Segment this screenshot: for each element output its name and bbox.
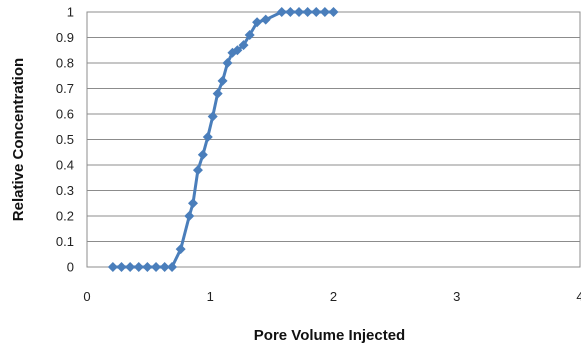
y-tick-label: 0.6 bbox=[56, 107, 74, 122]
data-point-marker bbox=[244, 29, 255, 40]
x-tick-label: 1 bbox=[207, 289, 214, 304]
y-axis-title: Relative Concentration bbox=[10, 58, 27, 221]
y-tick-label: 1 bbox=[67, 5, 74, 20]
y-tick-label: 0.9 bbox=[56, 30, 74, 45]
y-tick-label: 0 bbox=[67, 260, 74, 275]
data-point-marker bbox=[319, 7, 330, 17]
y-tick-label: 0.2 bbox=[56, 209, 74, 224]
data-point-marker bbox=[212, 88, 223, 99]
data-point-marker bbox=[302, 7, 313, 17]
data-point-marker bbox=[142, 262, 153, 272]
data-point-marker bbox=[197, 149, 208, 160]
data-point-marker bbox=[116, 262, 127, 272]
y-tick-label: 0.8 bbox=[56, 56, 74, 71]
y-tick-label: 0.1 bbox=[56, 234, 74, 249]
y-tick-label: 0.4 bbox=[56, 158, 74, 173]
data-point-marker bbox=[159, 262, 170, 272]
data-point-marker bbox=[276, 7, 287, 17]
data-point-marker bbox=[133, 262, 144, 272]
data-point-marker bbox=[217, 75, 228, 86]
y-tick-label: 0.3 bbox=[56, 183, 74, 198]
data-point-marker bbox=[184, 211, 195, 221]
data-point-marker bbox=[207, 111, 218, 122]
data-point-marker bbox=[311, 7, 322, 17]
series-group bbox=[107, 7, 339, 272]
data-point-marker bbox=[238, 40, 249, 51]
x-tick-label: 4 bbox=[576, 289, 581, 304]
x-axis-title: Pore Volume Injected bbox=[254, 327, 405, 344]
data-point-marker bbox=[187, 198, 198, 209]
data-point-marker bbox=[107, 262, 118, 272]
x-tick-label: 3 bbox=[453, 289, 460, 304]
data-point-marker bbox=[175, 244, 186, 255]
data-point-marker bbox=[167, 262, 178, 272]
data-point-marker bbox=[222, 58, 233, 68]
data-point-marker bbox=[328, 7, 339, 17]
data-point-marker bbox=[260, 14, 271, 25]
x-axis-tick-labels: 0 1 2 3 4 bbox=[83, 289, 581, 304]
x-tick-label: 2 bbox=[330, 289, 337, 304]
data-point-marker bbox=[151, 262, 162, 272]
y-tick-label: 0.7 bbox=[56, 81, 74, 96]
y-tick-label: 0.5 bbox=[56, 132, 74, 147]
data-point-marker bbox=[202, 131, 213, 142]
data-point-marker bbox=[232, 45, 243, 56]
data-point-marker bbox=[125, 262, 136, 272]
y-axis-tick-labels: 0 0.1 0.2 0.3 0.4 0.5 0.6 0.7 0.8 0.9 1 bbox=[56, 5, 74, 275]
data-point-marker bbox=[192, 165, 203, 176]
x-tick-label: 0 bbox=[83, 289, 90, 304]
data-point-marker bbox=[285, 7, 296, 17]
data-point-marker bbox=[252, 17, 263, 28]
data-point-marker bbox=[293, 7, 304, 17]
gridlines bbox=[87, 11, 580, 268]
